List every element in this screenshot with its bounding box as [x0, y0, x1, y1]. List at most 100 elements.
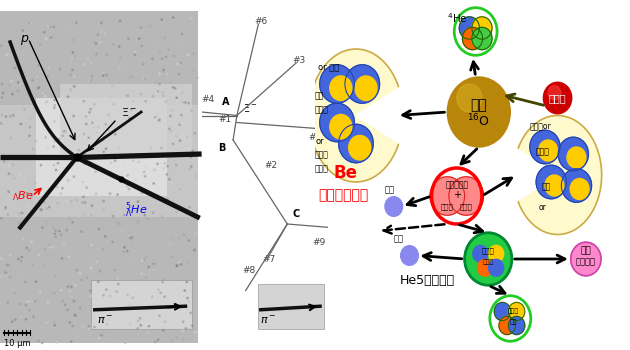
Point: [171, 301, 181, 307]
Text: #1: #1: [218, 116, 231, 125]
Point: [14, 220, 25, 226]
Text: ベリリウム: ベリリウム: [445, 180, 468, 189]
Point: [164, 126, 175, 132]
Point: [177, 328, 187, 334]
Point: [33, 338, 43, 344]
Text: or: or: [315, 136, 324, 146]
Point: [91, 335, 101, 341]
Point: [37, 340, 47, 346]
Circle shape: [530, 130, 560, 164]
Text: C: C: [292, 209, 300, 219]
Point: [14, 211, 25, 216]
Point: [174, 204, 184, 209]
Point: [130, 177, 140, 183]
Point: [16, 202, 26, 208]
Point: [45, 244, 55, 250]
Point: [185, 166, 195, 172]
Point: [166, 128, 176, 134]
Point: [84, 246, 94, 252]
Text: A: A: [222, 97, 229, 107]
Point: [190, 231, 200, 237]
Point: [94, 268, 105, 274]
Point: [119, 212, 129, 218]
FancyBboxPatch shape: [37, 98, 168, 196]
Point: [54, 87, 64, 92]
Point: [0, 81, 7, 86]
Point: [78, 324, 88, 330]
Point: [59, 128, 69, 134]
Point: [181, 326, 191, 331]
Point: [50, 97, 60, 103]
Point: [171, 97, 181, 103]
Point: [168, 237, 178, 243]
Point: [103, 317, 113, 323]
Point: [30, 180, 40, 186]
Point: [94, 36, 104, 42]
Point: [6, 78, 16, 84]
Circle shape: [449, 177, 484, 215]
Point: [110, 209, 120, 215]
Circle shape: [459, 17, 479, 39]
Point: [0, 118, 10, 124]
Point: [175, 259, 185, 265]
Point: [123, 173, 133, 178]
Point: [25, 124, 35, 130]
Point: [154, 81, 164, 87]
Text: #7: #7: [262, 256, 275, 265]
Point: [184, 260, 194, 265]
Ellipse shape: [309, 49, 403, 182]
Point: [117, 127, 127, 133]
Point: [98, 293, 108, 298]
Point: [108, 83, 118, 89]
Point: [171, 22, 181, 28]
Point: [115, 64, 125, 70]
Point: [148, 93, 158, 99]
Point: [56, 232, 66, 238]
Point: [129, 89, 139, 95]
Point: [172, 335, 182, 341]
Point: [120, 340, 130, 345]
Point: [89, 40, 99, 46]
Point: [0, 281, 5, 287]
Point: [191, 153, 201, 158]
Text: #2: #2: [265, 161, 278, 170]
Point: [152, 161, 163, 167]
Point: [78, 194, 88, 199]
Point: [63, 94, 73, 99]
Point: [151, 202, 161, 208]
Point: [89, 324, 100, 330]
Circle shape: [570, 178, 589, 199]
Point: [125, 258, 135, 263]
Point: [55, 66, 65, 72]
Point: [31, 139, 41, 144]
Point: [44, 310, 54, 316]
Point: [8, 91, 18, 97]
Circle shape: [508, 302, 525, 321]
Point: [114, 44, 124, 49]
Point: [62, 228, 72, 233]
Point: [118, 249, 129, 255]
Point: [185, 327, 195, 332]
Point: [98, 246, 108, 252]
Text: マイナス: マイナス: [576, 257, 596, 266]
Point: [158, 90, 168, 95]
Point: [40, 295, 50, 301]
Point: [180, 291, 190, 297]
Point: [158, 214, 168, 219]
Point: [125, 115, 135, 121]
Text: パイ: パイ: [580, 247, 592, 256]
Text: or: or: [539, 203, 546, 212]
Point: [3, 212, 13, 217]
Point: [176, 188, 186, 194]
Point: [1, 205, 11, 210]
Circle shape: [349, 135, 370, 160]
Point: [150, 339, 160, 345]
Point: [66, 219, 76, 225]
Point: [185, 146, 195, 152]
Point: [181, 243, 191, 248]
Point: [152, 79, 162, 85]
Point: [98, 17, 108, 23]
Point: [158, 279, 168, 285]
Point: [175, 138, 185, 144]
Point: [42, 99, 52, 105]
